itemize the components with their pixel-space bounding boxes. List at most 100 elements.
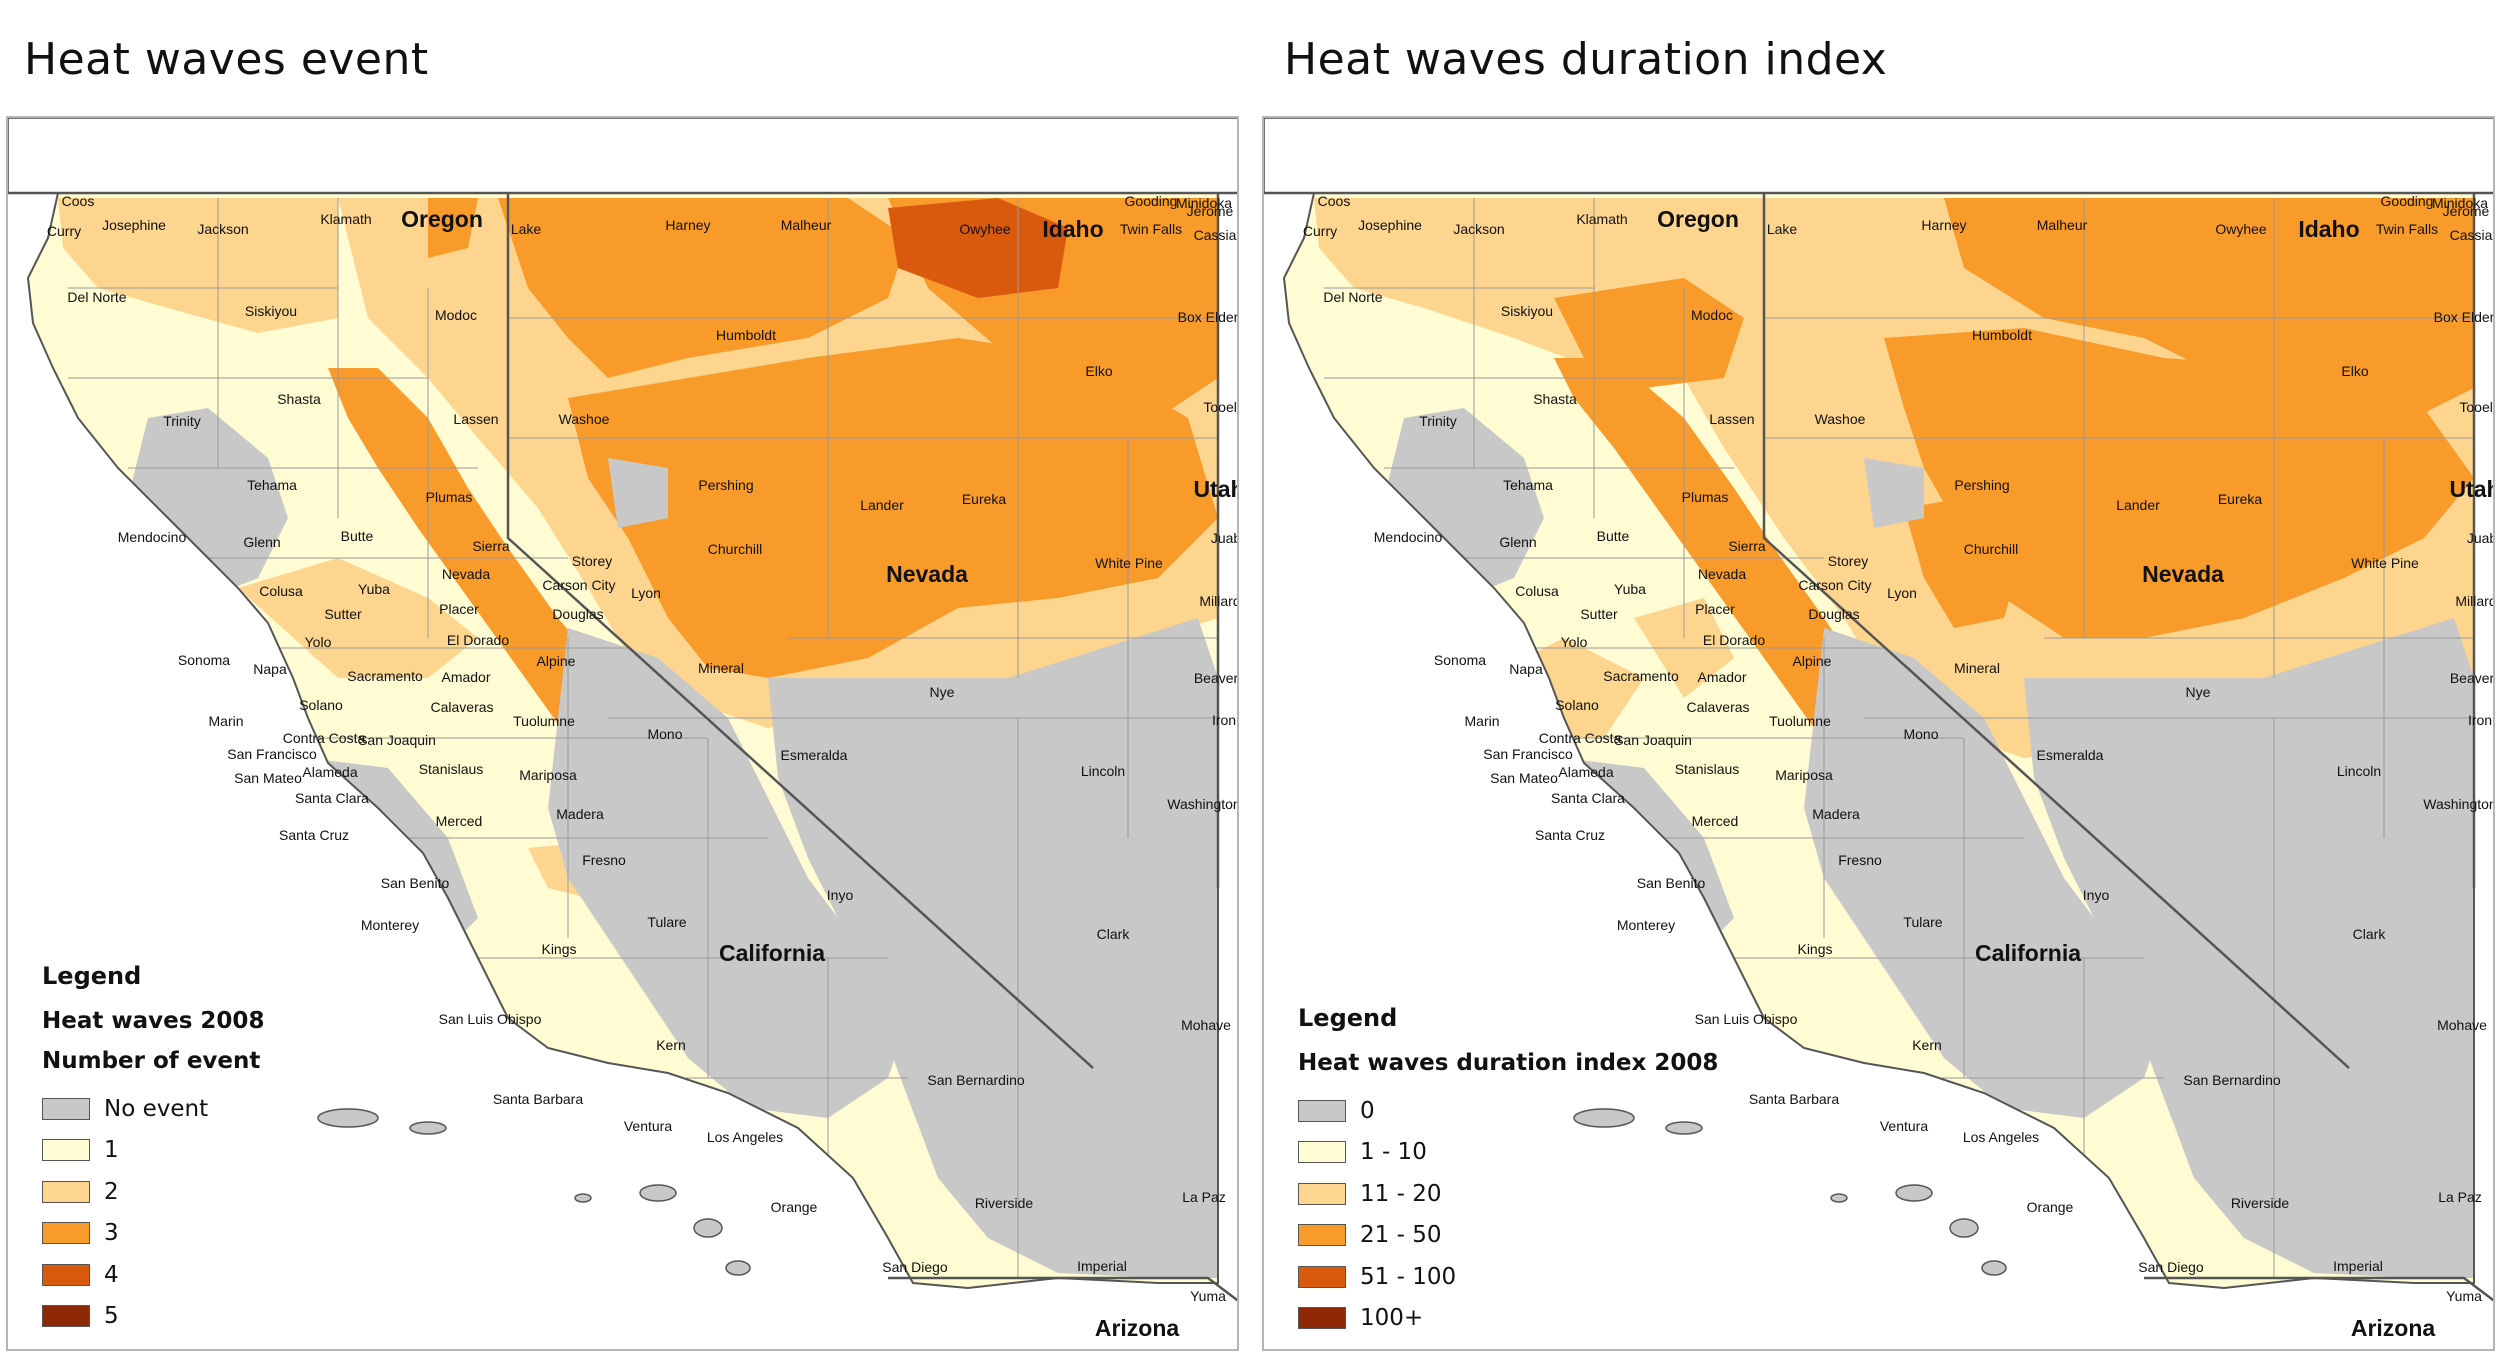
county-label: Alameda bbox=[1558, 764, 1614, 780]
legend-label: 0 bbox=[1360, 1097, 1375, 1124]
legend-item: 100+ bbox=[1298, 1298, 1718, 1340]
county-label: Santa Clara bbox=[1551, 790, 1625, 806]
right-panel-title: Heat waves duration index bbox=[1284, 34, 1888, 85]
state-label: Arizona bbox=[2350, 1315, 2436, 1341]
county-label: Yolo bbox=[1560, 634, 1588, 650]
county-label: Lassen bbox=[1709, 411, 1755, 427]
county-label: Sierra bbox=[472, 538, 510, 554]
county-label: Tuolumne bbox=[1769, 713, 1831, 729]
county-label: Millard bbox=[1199, 593, 1239, 609]
county-label: Imperial bbox=[1077, 1258, 1127, 1274]
county-label: Monterey bbox=[360, 917, 420, 933]
county-label: Alameda bbox=[302, 764, 358, 780]
county-label: San Luis Obispo bbox=[438, 1011, 542, 1027]
county-label: San Joaquin bbox=[358, 732, 436, 748]
county-label: Trinity bbox=[163, 413, 201, 429]
county-label: Kings bbox=[1797, 941, 1833, 957]
county-label: Siskiyou bbox=[244, 303, 298, 319]
county-label: Stanislaus bbox=[418, 761, 484, 777]
county-label: La Paz bbox=[2438, 1189, 2482, 1205]
county-label: Churchill bbox=[707, 541, 763, 557]
county-label: Riverside bbox=[2230, 1195, 2290, 1211]
county-label: Mendocino bbox=[1373, 529, 1443, 545]
state-boundary bbox=[1762, 193, 2350, 1069]
county-label: Millard bbox=[2455, 593, 2495, 609]
county-label: Tehama bbox=[247, 477, 297, 493]
island bbox=[639, 1184, 677, 1202]
county-label: Yuma bbox=[2446, 1288, 2482, 1304]
county-label: Ventura bbox=[1879, 1118, 1929, 1134]
county-label: Lake bbox=[1766, 221, 1798, 237]
county-label: Mineral bbox=[1954, 660, 2000, 676]
county-label: Madera bbox=[556, 806, 604, 822]
county-label: Nevada bbox=[1697, 566, 1747, 582]
county-label: Orange bbox=[770, 1199, 818, 1215]
state-label: California bbox=[1974, 940, 2082, 966]
island bbox=[1949, 1218, 1979, 1238]
county-label: Lincoln bbox=[2336, 763, 2382, 779]
county-label: White Pine bbox=[2351, 555, 2419, 571]
county-label: Gooding bbox=[1124, 193, 1178, 209]
heat-wave-zone bbox=[1904, 498, 2024, 628]
county-label: Glenn bbox=[243, 534, 281, 550]
county-label: Juab bbox=[1210, 530, 1239, 546]
county-label: Carson City bbox=[1798, 577, 1872, 593]
legend-item: 5 bbox=[42, 1296, 264, 1338]
island bbox=[409, 1121, 447, 1135]
county-label: Klamath bbox=[320, 211, 372, 227]
island bbox=[1665, 1121, 1703, 1135]
county-label: Eureka bbox=[2217, 491, 2263, 507]
county-label: Owyhee bbox=[959, 221, 1011, 237]
legend-swatch bbox=[1298, 1265, 1346, 1288]
county-label: Coos bbox=[1317, 193, 1351, 209]
state-label: Utah bbox=[2449, 476, 2493, 502]
legend-swatch bbox=[42, 1139, 90, 1162]
legend-swatch bbox=[42, 1305, 90, 1328]
legend-label: 5 bbox=[104, 1303, 119, 1330]
legend-swatch bbox=[1298, 1099, 1346, 1122]
heat-wave-zone bbox=[888, 198, 1068, 298]
county-label: El Dorado bbox=[1702, 632, 1766, 648]
map-canvas bbox=[1264, 118, 2493, 1349]
legend-title: Legend bbox=[42, 962, 142, 990]
county-label: Jerome bbox=[2442, 203, 2490, 219]
county-label: Minidoka bbox=[1175, 195, 1233, 211]
county-label: Placer bbox=[439, 601, 479, 617]
county-label: Josephine bbox=[102, 217, 166, 233]
county-label: Lander bbox=[2116, 497, 2160, 513]
county-label: Del Norte bbox=[1323, 289, 1383, 305]
county-label: Santa Cruz bbox=[278, 827, 350, 843]
county-label: Inyo bbox=[2082, 887, 2110, 903]
county-label: Juab bbox=[2466, 530, 2495, 546]
map-legend: Legend Heat waves duration index 2008 0 1… bbox=[1298, 1004, 1718, 1339]
county-label: Santa Barbara bbox=[1748, 1091, 1840, 1107]
island bbox=[693, 1218, 723, 1238]
county-label: San Benito bbox=[1636, 875, 1706, 891]
county-label: Iron bbox=[2467, 712, 2493, 728]
heat-wave-zone bbox=[428, 198, 478, 258]
county-label: Modoc bbox=[434, 307, 478, 323]
county-label: San Mateo bbox=[1490, 770, 1558, 786]
legend-label: No event bbox=[104, 1095, 209, 1122]
county-label: Placer bbox=[1695, 601, 1735, 617]
county-label: Pershing bbox=[1954, 477, 2010, 493]
county-label: San Benito bbox=[380, 875, 450, 891]
county-label: Josephine bbox=[1358, 217, 1422, 233]
map-canvas bbox=[8, 118, 1237, 1349]
county-label: El Dorado bbox=[446, 632, 510, 648]
county-label: Washington bbox=[1167, 796, 1239, 812]
county-label: Lyon bbox=[1887, 585, 1917, 601]
county-label: Humboldt bbox=[1972, 327, 2032, 343]
county-label: Nye bbox=[2185, 684, 2211, 700]
county-label: Santa Cruz bbox=[1534, 827, 1606, 843]
coastline bbox=[26, 192, 1219, 1290]
county-label: Sacramento bbox=[347, 668, 423, 684]
county-label: Inyo bbox=[826, 887, 854, 903]
legend-swatch bbox=[42, 1222, 90, 1245]
legend-label: 21 - 50 bbox=[1360, 1222, 1442, 1249]
county-label: San Bernardino bbox=[2183, 1072, 2281, 1088]
legend-swatch bbox=[1298, 1224, 1346, 1247]
county-label: San Diego bbox=[2138, 1259, 2204, 1275]
coastline bbox=[1282, 192, 2475, 1290]
county-label: Mohave bbox=[1181, 1017, 1231, 1033]
